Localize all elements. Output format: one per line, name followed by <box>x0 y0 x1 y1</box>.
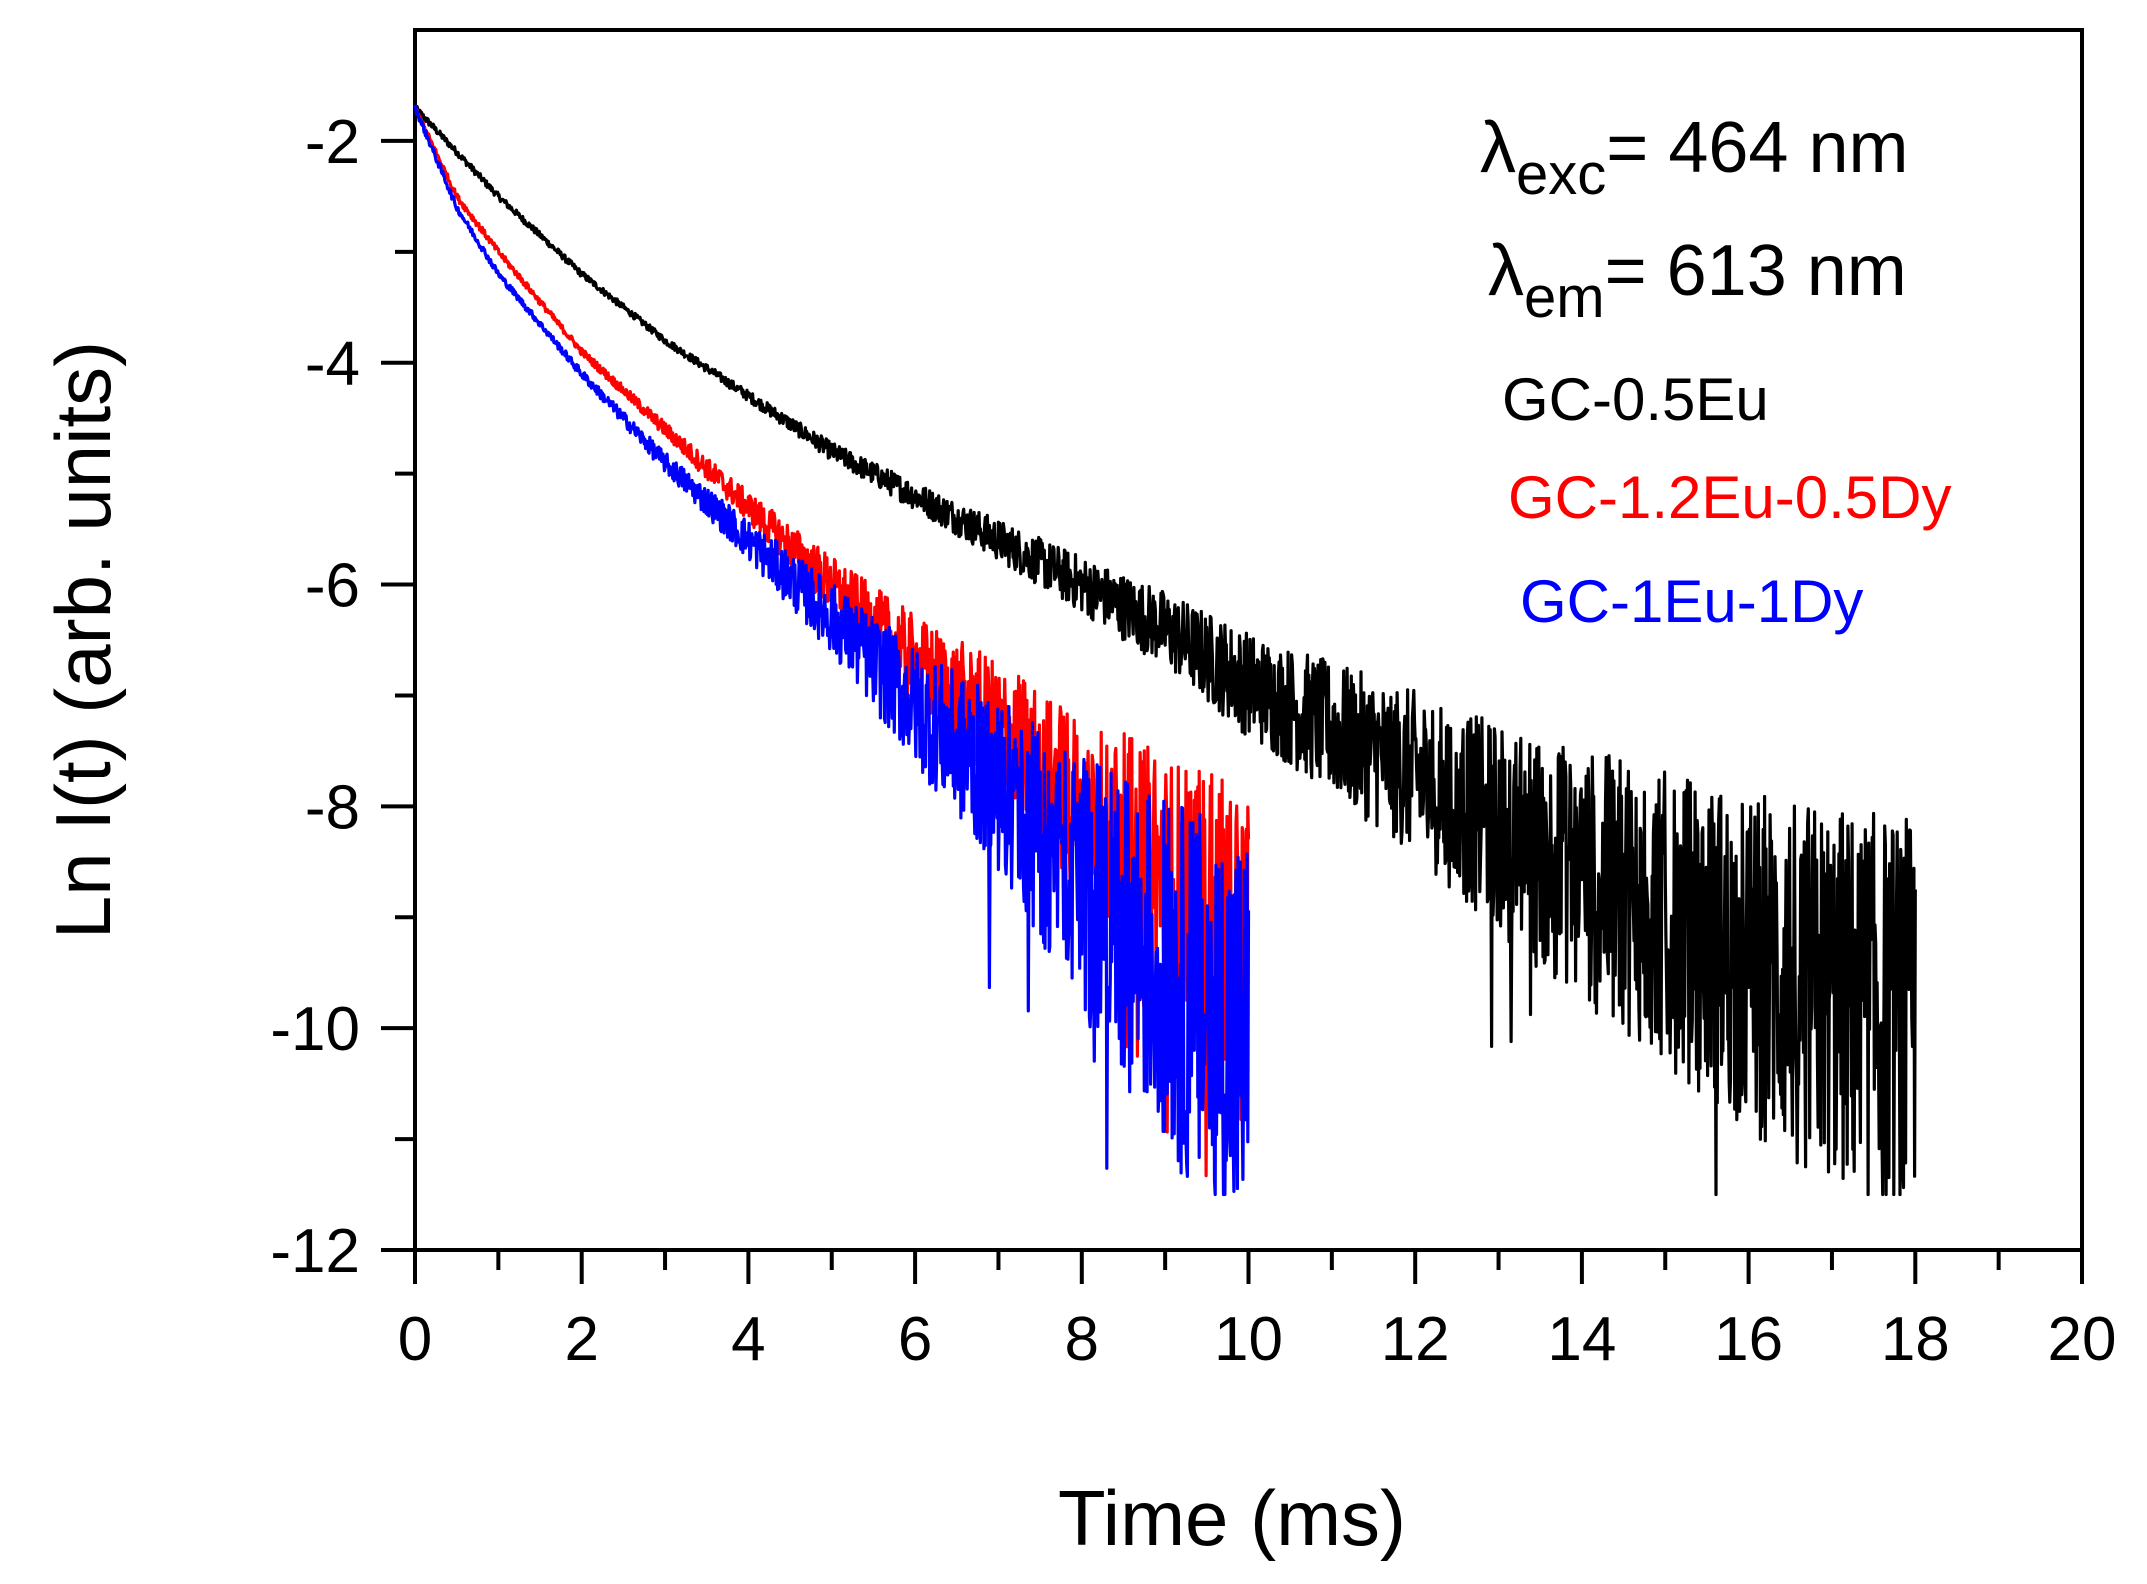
x-tick-label: 12 <box>1381 1305 1450 1374</box>
lambda-em-value: = 613 nm <box>1605 231 1907 311</box>
legend-label-3: GC-1Eu-1Dy <box>1520 568 1863 635</box>
x-tick-label: 6 <box>898 1305 932 1374</box>
y-tick-label: -6 <box>305 552 360 621</box>
series-line-3 <box>413 104 1251 1197</box>
series-layer <box>413 104 1917 1197</box>
legend-label-1: GC-0.5Eu <box>1502 366 1769 433</box>
x-axis-title: Time (ms) <box>1058 1474 1406 1562</box>
lambda-exc-subscript: exc <box>1516 142 1606 207</box>
series-line-1 <box>413 105 1917 1197</box>
y-tick-label: -8 <box>305 773 360 842</box>
lambda-exc-value: = 464 nm <box>1606 108 1908 188</box>
lambda-exc-symbol: λ <box>1480 108 1516 188</box>
legend: GC-0.5Eu GC-1.2Eu-0.5Dy GC-1Eu-1Dy <box>1502 366 1952 635</box>
x-tick-label: 8 <box>1065 1305 1099 1374</box>
annotation-layer: λexc= 464 nm λem= 613 nm <box>1480 108 1908 330</box>
legend-label-2: GC-1.2Eu-0.5Dy <box>1508 464 1952 531</box>
x-tick-label: 16 <box>1714 1305 1783 1374</box>
x-tick-label: 0 <box>398 1305 432 1374</box>
lambda-em-symbol: λ <box>1488 231 1524 311</box>
y-tick-label: -10 <box>270 995 360 1064</box>
y-tick-label: -2 <box>305 108 360 177</box>
y-axis-title: Ln I(t) (arb. units) <box>39 341 127 939</box>
axis-layer: 0 2 4 6 8 10 12 14 16 18 20 -2 -4 -6 -8 -10 -12 <box>270 108 2116 1374</box>
emission-annotation: λem= 613 nm <box>1488 231 1907 330</box>
x-tick-label: 20 <box>2048 1305 2117 1374</box>
y-tick-label: -12 <box>270 1217 360 1286</box>
y-tick-label: -4 <box>305 330 360 399</box>
x-tick-label: 4 <box>731 1305 765 1374</box>
x-tick-label: 18 <box>1881 1305 1950 1374</box>
lambda-em-subscript: em <box>1524 265 1605 330</box>
excitation-annotation: λexc= 464 nm <box>1480 108 1908 207</box>
x-tick-label: 14 <box>1547 1305 1616 1374</box>
x-tick-label: 2 <box>564 1305 598 1374</box>
x-tick-label: 10 <box>1214 1305 1283 1374</box>
